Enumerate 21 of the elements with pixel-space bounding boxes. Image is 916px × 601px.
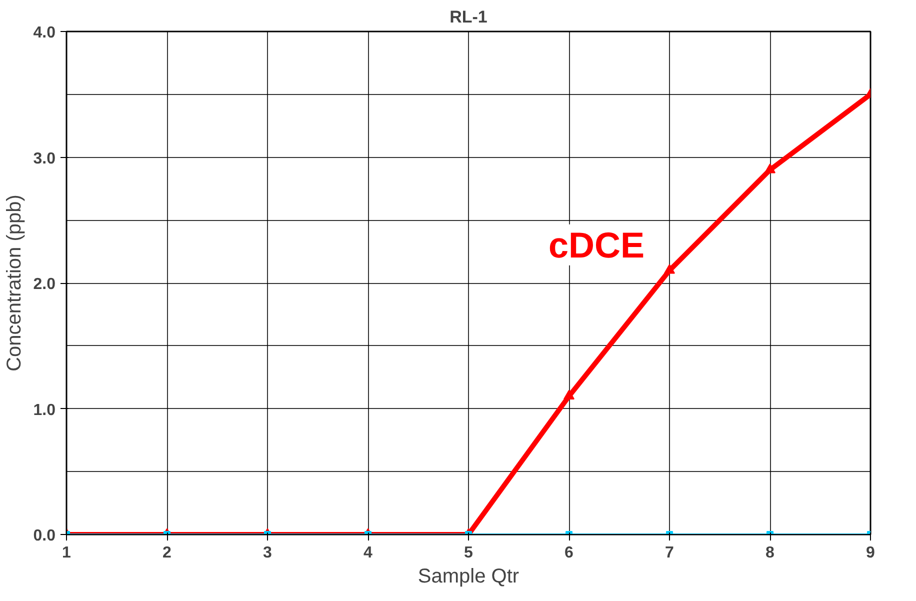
series-label: cDCE: [548, 224, 644, 266]
x-tick-label: 6: [564, 544, 574, 562]
point: [664, 264, 675, 274]
point: [564, 390, 574, 400]
x-tick-label: 8: [766, 544, 775, 562]
y-axis-title: Concentration (ppb): [3, 194, 26, 372]
y-tick-label: 2.0: [33, 276, 56, 293]
x-tick-label: 1: [62, 544, 72, 562]
x-axis-title: Sample Qtr: [418, 566, 520, 588]
x-tick-label: 5: [464, 544, 474, 562]
y-tick-label: 0.0: [33, 528, 56, 544]
x-tick-label: 7: [665, 544, 674, 562]
y-tick-label: 3.0: [33, 150, 56, 168]
chart-title: RL-1: [450, 8, 488, 26]
x-tick-label: 4: [364, 544, 373, 562]
point: [764, 164, 776, 174]
x-tick-label: 3: [263, 544, 272, 562]
y-tick-label: 1.0: [33, 402, 56, 419]
x-tick-label: 2: [162, 544, 172, 562]
x-tick-label: 9: [866, 544, 876, 562]
y-tick-label: 4.0: [33, 24, 56, 42]
